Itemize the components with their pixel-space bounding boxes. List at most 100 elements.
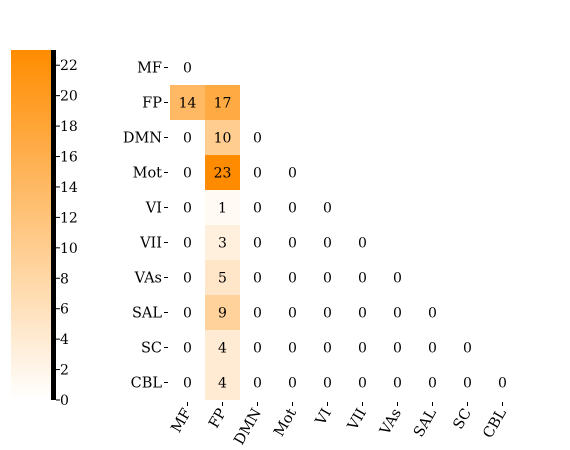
heatmap-cell-value: 0 — [393, 341, 402, 357]
heatmap-cell — [345, 225, 380, 260]
column-label: VI — [313, 406, 335, 429]
heatmap-cell — [275, 260, 310, 295]
heatmap-cell-value: 5 — [218, 271, 227, 287]
heatmap-cell — [450, 365, 485, 400]
colorbar-tick-label: 6 — [60, 302, 69, 318]
heatmap-cell-value: 0 — [323, 341, 332, 357]
heatmap-cell-value: 0 — [323, 271, 332, 287]
row-label: CBL — [131, 376, 163, 392]
colorbar-gradient — [11, 50, 51, 400]
heatmap-cell — [380, 365, 415, 400]
heatmap-cell-value: 0 — [183, 61, 192, 77]
heatmap-cell — [415, 365, 450, 400]
heatmap-cell-value: 0 — [183, 131, 192, 147]
heatmap-cell-value: 10 — [214, 131, 232, 147]
heatmap-cell — [205, 190, 240, 225]
heatmap-cell — [275, 330, 310, 365]
heatmap-cell — [170, 190, 205, 225]
heatmap-cell-value: 0 — [358, 306, 367, 322]
colorbar-tick-label: 10 — [60, 241, 78, 257]
heatmap-cell — [450, 330, 485, 365]
heatmap-cell — [345, 365, 380, 400]
heatmap-cell — [205, 155, 240, 190]
heatmap-cell — [205, 365, 240, 400]
heatmap-cell — [170, 365, 205, 400]
heatmap-cell-value: 0 — [253, 306, 262, 322]
colorbar-tick-label: 18 — [60, 119, 78, 135]
heatmap-cell-value: 0 — [358, 341, 367, 357]
heatmap-cell — [345, 295, 380, 330]
heatmap-cell-value: 0 — [498, 376, 507, 392]
heatmap-cell-value: 4 — [218, 341, 227, 357]
heatmap-cell-value: 4 — [218, 376, 227, 392]
heatmap-cell-value: 0 — [323, 201, 332, 217]
row-labels: MF FP DMN Mot VI VII VAs SAL SC CBL — [123, 61, 168, 392]
heatmap-cell-value: 0 — [288, 341, 297, 357]
heatmap-cell-value: 0 — [183, 376, 192, 392]
heatmap-cell — [415, 295, 450, 330]
heatmap-cell-value: 0 — [288, 271, 297, 287]
colorbar-axis-line — [51, 50, 56, 400]
heatmap-cell-value: 0 — [288, 166, 297, 182]
heatmap-cell — [275, 225, 310, 260]
heatmap-cell — [275, 190, 310, 225]
heatmap-cell-value: 0 — [428, 376, 437, 392]
row-label: DMN — [123, 131, 162, 147]
heatmap-cell — [240, 155, 275, 190]
heatmap-cell — [170, 50, 205, 85]
heatmap-cell — [380, 295, 415, 330]
heatmap-cell-value: 0 — [253, 341, 262, 357]
colorbar-tick-label: 2 — [60, 363, 69, 379]
heatmap-cell — [240, 260, 275, 295]
colorbar-tick-label: 22 — [60, 58, 78, 74]
column-label: VII — [345, 406, 370, 434]
heatmap-cell — [205, 295, 240, 330]
heatmap-cell-value: 9 — [218, 306, 227, 322]
heatmap-cell — [415, 330, 450, 365]
column-label: SC — [451, 406, 475, 432]
heatmap-cell — [205, 85, 240, 120]
column-label: SAL — [411, 406, 440, 440]
colorbar-tick-label: 14 — [60, 180, 78, 196]
heatmap-cell-value: 0 — [393, 306, 402, 322]
colorbar-ticks: 0 2 4 6 8 10 12 14 16 18 20 22 — [56, 58, 78, 409]
heatmap-cell-value: 0 — [463, 341, 472, 357]
colorbar-tick-label: 4 — [60, 332, 69, 348]
heatmap-cell — [205, 225, 240, 260]
heatmap-cell — [345, 330, 380, 365]
heatmap-cell-value: 17 — [214, 96, 232, 112]
heatmap-cell — [240, 365, 275, 400]
heatmap-cell — [170, 225, 205, 260]
heatmap-cell — [310, 190, 345, 225]
row-label: VAs — [134, 271, 162, 287]
heatmap-cell — [170, 85, 205, 120]
column-label: FP — [206, 406, 230, 431]
heatmap-cell — [205, 260, 240, 295]
heatmap-cell — [310, 330, 345, 365]
column-labels: MF FP DMN Mot VI VII VAs SAL SC CBL — [169, 402, 510, 448]
heatmap-cell — [170, 330, 205, 365]
heatmap-cell-value: 0 — [393, 271, 402, 287]
heatmap-cell — [275, 295, 310, 330]
heatmap-cell-value: 0 — [253, 131, 262, 147]
heatmap-cell-value: 0 — [183, 271, 192, 287]
heatmap-cell — [275, 365, 310, 400]
heatmap-cell-value: 0 — [253, 376, 262, 392]
row-label: FP — [142, 96, 162, 112]
heatmap-cell-value: 1 — [218, 201, 227, 217]
heatmap-cell-value: 0 — [393, 376, 402, 392]
heatmap-cell — [485, 365, 520, 400]
heatmap-cell — [170, 260, 205, 295]
heatmap-cell-value: 0 — [323, 236, 332, 252]
heatmap-cell-value: 0 — [323, 306, 332, 322]
row-label: VII — [139, 236, 162, 252]
heatmap-cell-value: 0 — [253, 201, 262, 217]
colorbar-tick-label: 12 — [60, 210, 78, 226]
heatmap-cell-value: 0 — [288, 306, 297, 322]
heatmap-cell — [380, 260, 415, 295]
heatmap-cell-value: 0 — [288, 376, 297, 392]
row-label: Mot — [133, 166, 163, 182]
heatmap-cell-value: 0 — [253, 271, 262, 287]
heatmap-cell-value: 0 — [288, 236, 297, 252]
